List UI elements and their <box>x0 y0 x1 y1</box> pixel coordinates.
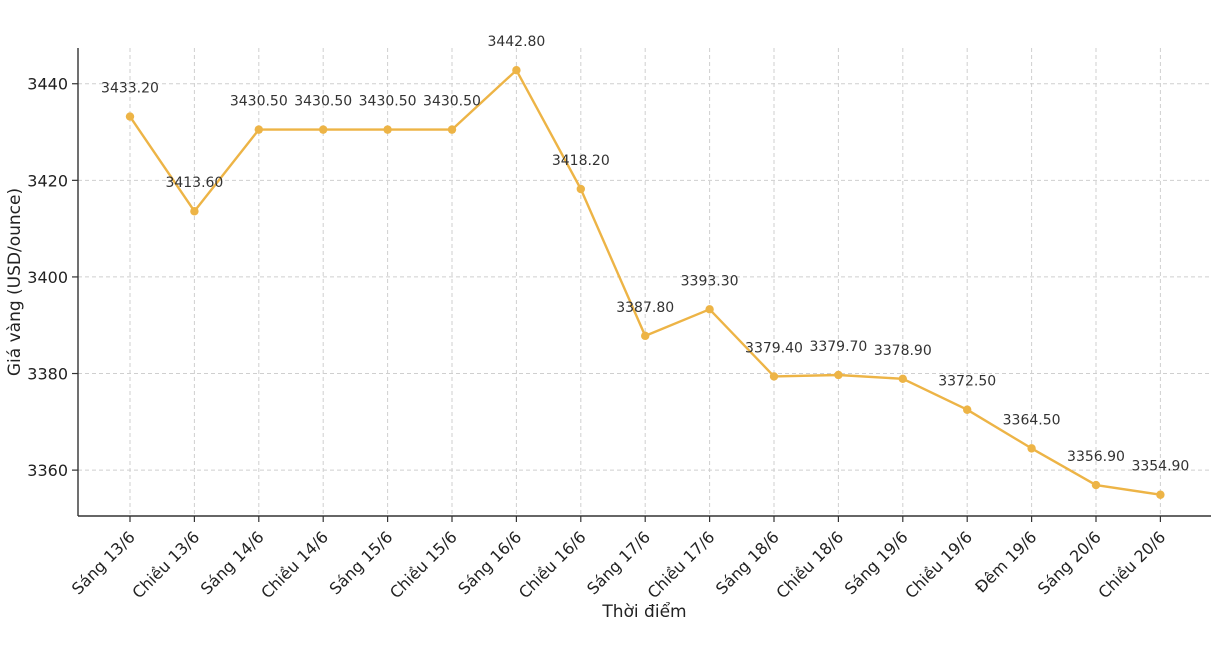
x-tick-label: Chiều 18/6 <box>772 527 847 602</box>
data-point <box>705 305 714 314</box>
data-label: 3378.90 <box>874 343 932 359</box>
data-point <box>963 405 972 414</box>
x-tick-label: Chiều 19/6 <box>901 527 976 602</box>
data-label: 3354.90 <box>1131 459 1189 475</box>
y-tick-label: 3380 <box>27 365 68 384</box>
data-label: 3433.20 <box>101 81 159 97</box>
data-label: 3442.80 <box>487 34 545 50</box>
data-label: 3430.50 <box>230 94 288 110</box>
data-label: 3372.50 <box>938 374 996 390</box>
data-point <box>898 374 907 384</box>
x-tick-label: Chiều 17/6 <box>644 527 719 602</box>
data-label: 3387.80 <box>616 300 674 316</box>
data-label: 3418.20 <box>552 153 610 169</box>
data-label: 3356.90 <box>1067 449 1125 465</box>
data-point <box>512 66 521 75</box>
y-tick-label: 3360 <box>27 461 68 480</box>
y-tick-label: 3420 <box>27 171 68 190</box>
x-tick-label: Chiều 14/6 <box>257 527 332 602</box>
data-point <box>1156 490 1165 499</box>
data-point <box>576 184 585 194</box>
data-point <box>447 125 457 134</box>
data-point <box>1027 444 1036 453</box>
data-label: 3393.30 <box>681 273 739 289</box>
data-label: 3413.60 <box>165 175 223 191</box>
data-label: 3379.70 <box>809 339 867 355</box>
y-axis-ticks: 3360 3380 3400 3420 3440 <box>27 75 78 480</box>
data-label: 3430.50 <box>423 94 481 110</box>
data-label: 3430.50 <box>294 94 352 110</box>
data-point <box>254 125 263 134</box>
data-point <box>319 125 328 134</box>
data-point <box>769 372 779 381</box>
y-axis-title: Giá vàng (USD/ounce) <box>5 188 25 376</box>
data-point <box>834 370 843 380</box>
x-tick-label: Chiều 15/6 <box>386 527 461 602</box>
data-label: 3379.40 <box>745 340 803 356</box>
data-labels: 3433.20 3413.60 3430.50 3430.50 3430.50 3430.… <box>101 34 1189 475</box>
x-tick-label: Đêm 19/6 <box>971 527 1040 596</box>
data-label: 3430.50 <box>359 94 417 110</box>
y-tick-label: 3400 <box>27 268 68 287</box>
x-tick-label: Chiều 20/6 <box>1094 527 1169 602</box>
x-tick-label: Chiều 16/6 <box>515 527 590 602</box>
data-point <box>383 125 392 134</box>
y-tick-label: 3440 <box>27 75 68 94</box>
data-points <box>125 66 1165 499</box>
data-point <box>1091 480 1101 490</box>
vertical-grid <box>129 48 1161 516</box>
data-label: 3364.50 <box>1003 412 1061 428</box>
x-tick-label: Chiều 13/6 <box>128 527 203 602</box>
data-point <box>190 207 199 216</box>
data-point <box>641 331 650 341</box>
x-axis-title: Thời điểm <box>601 601 686 622</box>
data-point <box>125 112 135 121</box>
